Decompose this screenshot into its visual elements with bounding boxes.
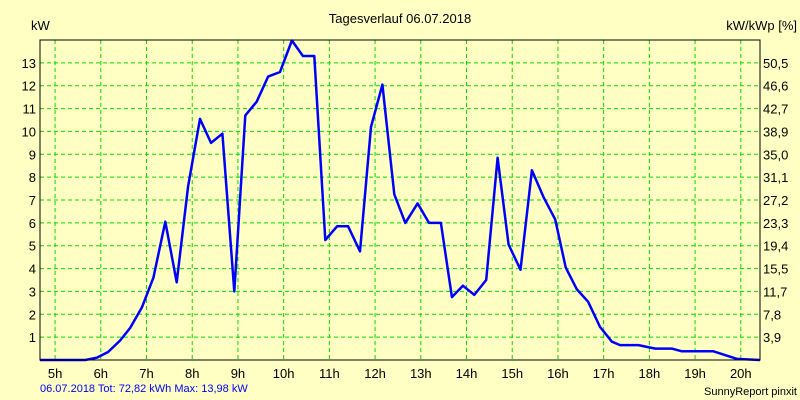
y-tick-label-left: 12 (22, 79, 36, 94)
y-tick-label-right: 46,6 (763, 79, 788, 94)
y-tick-label-right: 3,9 (763, 330, 781, 345)
footer-credit: SunnyReport pinxit (704, 386, 797, 398)
tick-labels: 5h 6h 7h 8h 9h 10h 11h 12h 13h 14h 15h 16h 17h 18h 19h… (22, 56, 789, 381)
x-tick-label: 16h (547, 366, 569, 381)
y-tick-label-right: 38,9 (763, 124, 788, 139)
y-tick-label-left: 9 (29, 147, 36, 162)
y-tick-label-right: 11,7 (763, 284, 787, 299)
y-tick-label-left: 1 (29, 330, 36, 345)
y-tick-label-right: 35,0 (763, 147, 788, 162)
y-tick-label-left: 3 (29, 284, 36, 299)
y-tick-label-left: 2 (29, 307, 36, 322)
x-tick-label: 6h (94, 366, 108, 381)
x-tick-label: 9h (231, 366, 245, 381)
y-tick-label-left: 13 (22, 56, 36, 71)
y-axis-label-left: kW (31, 18, 51, 33)
x-tick-label: 19h (684, 366, 706, 381)
x-tick-label: 7h (139, 366, 153, 381)
y-tick-label-left: 8 (29, 170, 36, 185)
x-tick-label: 8h (185, 366, 199, 381)
y-tick-label-right: 50,5 (763, 56, 788, 71)
y-tick-label-right: 15,5 (763, 262, 788, 277)
x-tick-label: 15h (501, 366, 523, 381)
y-tick-label-left: 7 (29, 193, 36, 208)
grid (40, 40, 760, 360)
y-tick-label-left: 6 (29, 216, 36, 231)
footer-summary: 06.07.2018 Tot: 72,82 kWh Max: 13,98 kW (40, 383, 248, 395)
x-tick-label: 14h (456, 366, 478, 381)
y-tick-label-right: 19,4 (763, 239, 788, 254)
x-tick-label: 17h (593, 366, 615, 381)
y-axis-label-right: kW/kWp [%] (726, 18, 797, 33)
x-tick-label: 5h (48, 366, 62, 381)
chart-title: Tagesverlauf 06.07.2018 (329, 11, 471, 26)
y-tick-label-right: 23,3 (763, 216, 788, 231)
plot-frame (39, 39, 761, 361)
x-tick-label: 12h (364, 366, 386, 381)
x-tick-label: 11h (319, 366, 340, 381)
y-tick-label-right: 7,8 (763, 307, 781, 322)
y-tick-label-left: 4 (29, 262, 36, 277)
series-line-kw (40, 39, 761, 362)
y-tick-label-right: 42,7 (763, 102, 788, 117)
x-tick-label: 10h (273, 366, 295, 381)
y-tick-label-right: 27,2 (763, 193, 788, 208)
y-tick-label-left: 5 (29, 239, 36, 254)
y-tick-label-right: 31,1 (763, 170, 788, 185)
x-tick-label: 18h (639, 366, 661, 381)
x-tick-label: 20h (730, 366, 752, 381)
y-tick-label-left: 11 (23, 102, 37, 117)
x-tick-label: 13h (410, 366, 432, 381)
y-tick-label-left: 10 (22, 124, 36, 139)
